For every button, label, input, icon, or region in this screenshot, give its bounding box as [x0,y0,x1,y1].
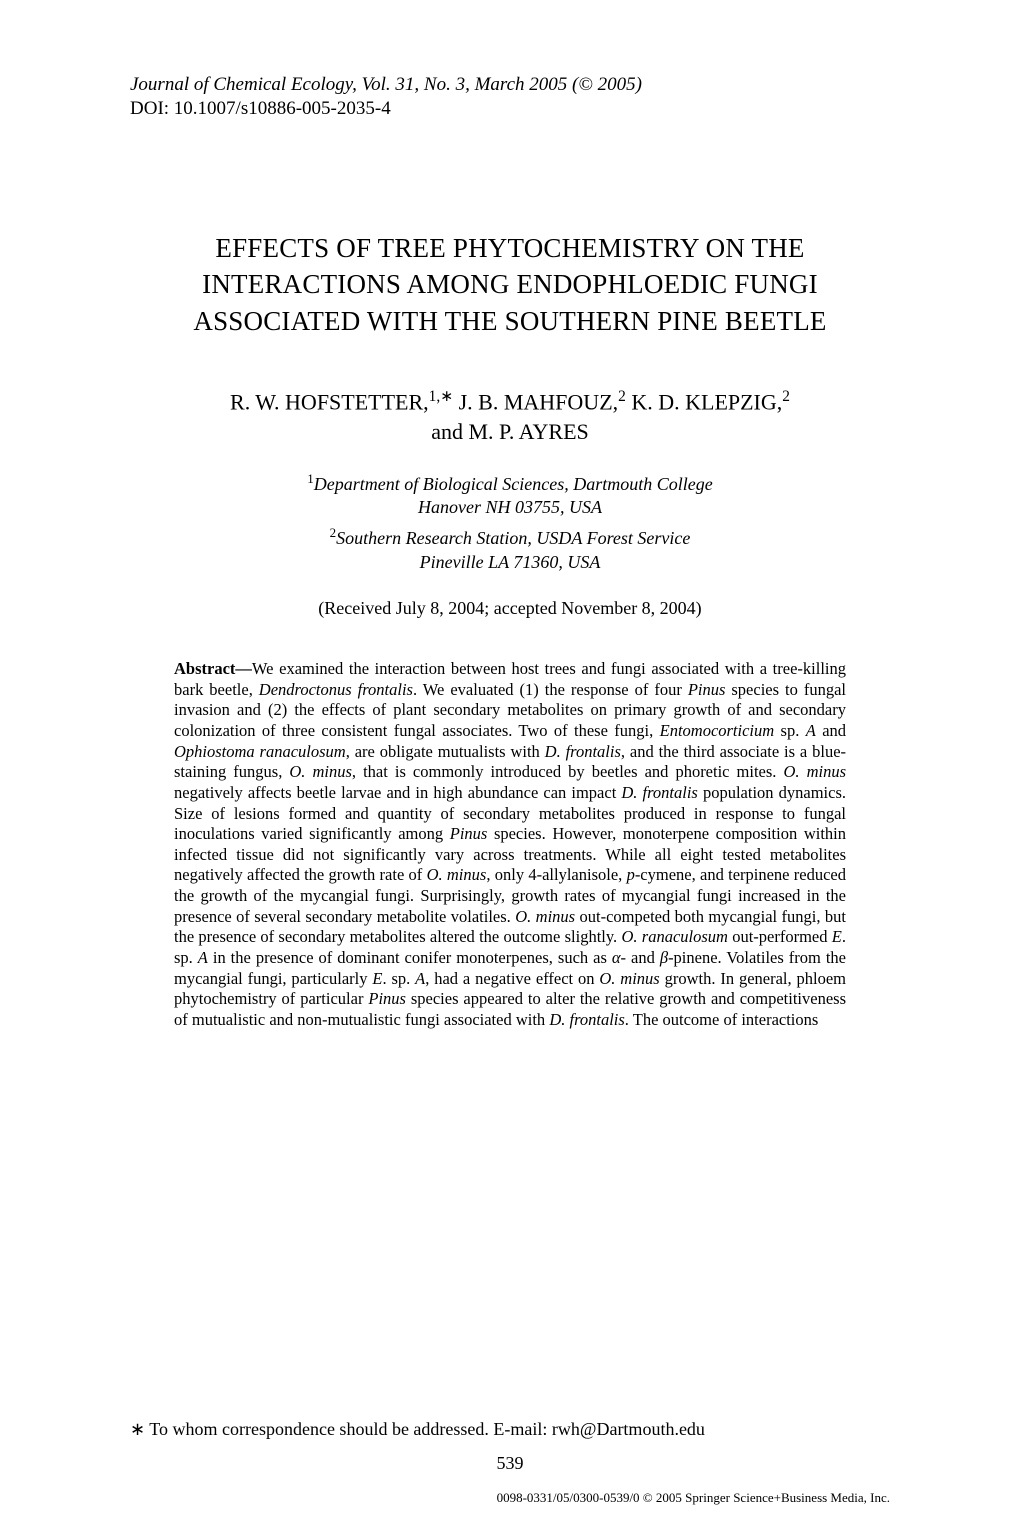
abs-t17: in the presence of dominant conifer mono… [208,948,612,967]
author-2-aff: 2 [618,388,626,405]
abs-t4: sp. [774,721,806,740]
corresponding-footnote: ∗ To whom correspondence should be addre… [130,1419,890,1440]
author-3: K. D. KLEPZIG, [631,389,782,414]
abs-i10: Pinus [450,824,488,843]
author-3-aff: 2 [782,388,790,405]
abs-i1: Dendroctonus frontalis [259,680,413,699]
abs-t6: , are obligate mutualists with [346,742,545,761]
affiliation-2: 2Southern Research Station, USDA Forest … [130,525,890,550]
abs-i18: β [660,948,668,967]
abs-i20: A [415,969,425,988]
abs-i11: O. minus [427,865,487,884]
abs-i9: D. frontalis [621,783,697,802]
abs-t12: , only 4-allylanisole, [486,865,626,884]
page-number: 539 [0,1453,1020,1474]
authors-line-1: R. W. HOFSTETTER,1,∗ J. B. MAHFOUZ,2 K. … [130,387,890,417]
journal-header: Journal of Chemical Ecology, Vol. 31, No… [130,72,890,120]
abs-t24: . The outcome of interactions [625,1010,819,1029]
abs-t21: , had a negative effect on [425,969,599,988]
journal-citation: Journal of Chemical Ecology, Vol. 31, No… [130,72,890,98]
abs-i17: α [612,948,621,967]
received-dates: (Received July 8, 2004; accepted Novembe… [130,598,890,619]
abstract-label: Abstract— [174,659,252,678]
abs-t18: - and [621,948,660,967]
aff-2-line-2: Pineville LA 71360, USA [130,551,890,574]
abs-t20: . sp. [382,969,415,988]
abs-i23: D. frontalis [549,1010,624,1029]
authors-line-2: and M. P. AYRES [130,417,890,447]
abs-i22: Pinus [368,989,406,1008]
abstract: Abstract—We examined the interaction bet… [174,659,846,1030]
author-1-aff: 1,∗ [429,388,453,405]
affiliation-1: 1Department of Biological Sciences, Dart… [130,471,890,496]
abs-i8: O. minus [783,762,846,781]
title-line-1: EFFECTS OF TREE PHYTOCHEMISTRY ON THE [130,230,890,266]
abs-t15: out-performed [728,927,832,946]
aff-1-line-1: Department of Biological Sciences, Dartm… [314,474,713,494]
article-title: EFFECTS OF TREE PHYTOCHEMISTRY ON THE IN… [130,230,890,339]
author-1: R. W. HOFSTETTER, [230,389,429,414]
abs-i5: Ophiostoma ranaculosum [174,742,346,761]
abs-i16: A [198,948,208,967]
author-list: R. W. HOFSTETTER,1,∗ J. B. MAHFOUZ,2 K. … [130,387,890,447]
aff-1-line-2: Hanover NH 03755, USA [130,496,890,519]
aff-2-line-1: Southern Research Station, USDA Forest S… [336,528,690,548]
abs-t8: , that is commonly introduced by beetles… [352,762,784,781]
author-2: J. B. MAHFOUZ, [459,389,619,414]
abs-i19: E [372,969,382,988]
abs-i12: p [627,865,635,884]
title-line-2: INTERACTIONS AMONG ENDOPHLOEDIC FUNGI [130,266,890,302]
abs-t5: and [816,721,846,740]
abs-i21: O. minus [599,969,659,988]
abs-i15: E [832,927,842,946]
affiliations: 1Department of Biological Sciences, Dart… [130,471,890,575]
title-line-3: ASSOCIATED WITH THE SOUTHERN PINE BEETLE [130,303,890,339]
abs-i7: O. minus [289,762,352,781]
abs-i2: Pinus [688,680,726,699]
abs-i13: O. minus [515,907,575,926]
abs-t9: negatively affects beetle larvae and in … [174,783,621,802]
abs-t2: . We evaluated (1) the response of four [413,680,688,699]
abs-i14: O. ranaculosum [621,927,727,946]
doi-text: DOI: 10.1007/s10886-005-2035-4 [130,98,890,120]
abs-i4: A [806,721,816,740]
abs-i6: D. frontalis [545,742,621,761]
copyright-line: 0098-0331/05/0300-0539/0 © 2005 Springer… [497,1490,890,1506]
abs-i3: Entomocorticium [660,721,775,740]
